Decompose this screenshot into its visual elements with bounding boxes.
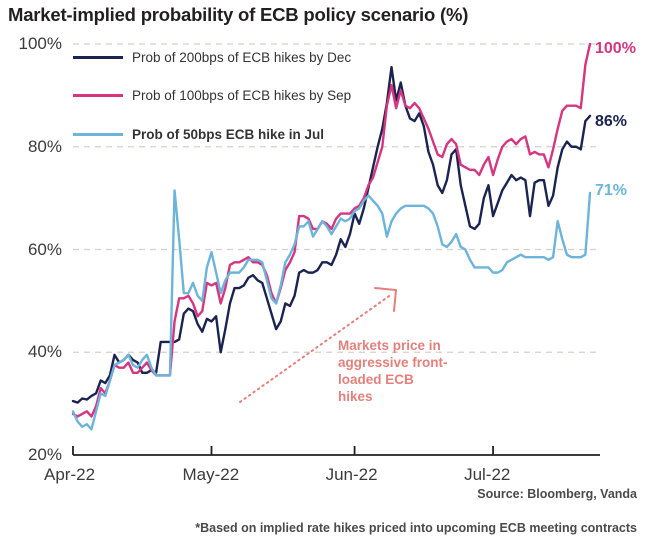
data-series-group: [71, 42, 592, 431]
x-axis-tick-label: Apr-22: [44, 465, 96, 484]
legend-swatch-icon: [73, 56, 123, 59]
y-axis-tick-label: 60%: [27, 239, 62, 259]
y-axis-tick-label: 100%: [18, 34, 62, 53]
legend-label: Prob of 50bps ECB hike in Jul: [132, 127, 325, 142]
series-end-label: 100%: [595, 40, 636, 57]
legend-swatch-icon: [73, 94, 123, 97]
chart-title: Market-implied probability of ECB policy…: [8, 4, 469, 25]
legend-swatch-icon: [73, 133, 123, 136]
x-axis-tick-label: May-22: [182, 465, 240, 484]
series-end-label: 71%: [595, 182, 628, 199]
y-axis-tick-label: 40%: [27, 342, 62, 362]
annotation-arrow-icon: [239, 287, 397, 403]
y-axis-tick-label: 80%: [27, 136, 62, 156]
x-axis-tick-label: Jul-22: [464, 465, 511, 484]
chart-annotation-text: Markets price in aggressive front-loaded…: [338, 338, 448, 404]
legend-item-1[interactable]: Prob of 200bps of ECB hikes by Dec: [73, 50, 351, 65]
legend-label: Prob of 200bps of ECB hikes by Dec: [132, 50, 352, 65]
x-axis-tick-label: Jun-22: [325, 465, 378, 484]
chart-footnote: *Based on implied rate hikes priced into…: [195, 521, 637, 535]
y-axis-tick-label: 20%: [27, 445, 62, 464]
source-attribution: Source: Bloomberg, Vanda: [477, 487, 637, 501]
series-line-1: [71, 65, 592, 404]
annotation-arrow-head: [374, 287, 397, 312]
annotation-arrow-shaft: [239, 293, 393, 403]
legend-label: Prob of 100bps of ECB hikes by Sep: [132, 88, 352, 103]
axis-group: [72, 446, 600, 456]
legend-item-3[interactable]: Prob of 50bps ECB hike in Jul: [73, 127, 324, 142]
series-end-label: 86%: [595, 113, 628, 130]
legend-item-2[interactable]: Prob of 100bps of ECB hikes by Sep: [73, 88, 351, 103]
series-line-3: [71, 189, 592, 431]
